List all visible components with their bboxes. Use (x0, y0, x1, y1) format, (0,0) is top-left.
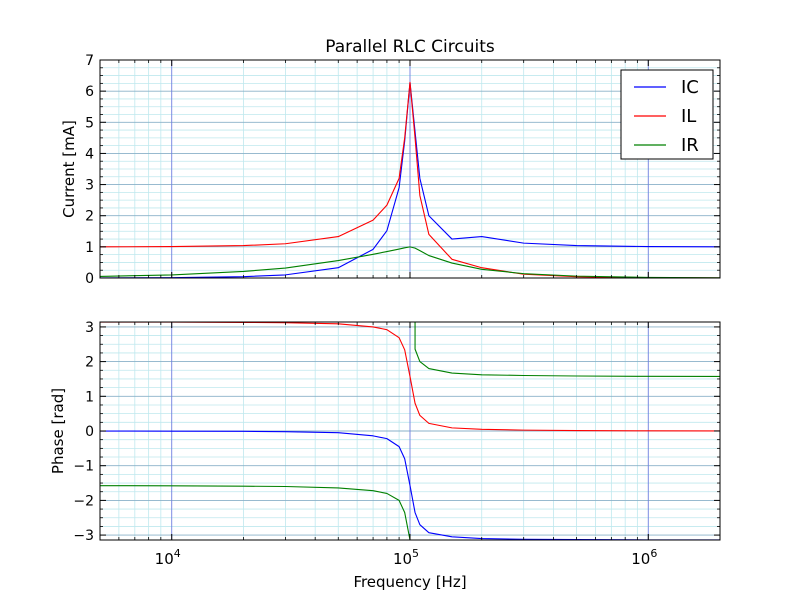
current-y-tick-label: 3 (85, 178, 94, 194)
phase-y-tick-label: −1 (73, 459, 94, 475)
legend: IC IL IR (620, 69, 714, 160)
phase-y-tick-label: −3 (73, 528, 94, 544)
current-series-il (99, 81, 721, 279)
x-tick-label-base: 10 (393, 550, 412, 568)
current-ticks: 0 1 2 3 4 5 6 7 (85, 53, 720, 287)
x-tick-label: 104 (155, 547, 181, 568)
current-series-ir (99, 246, 721, 279)
phase-y-axis-label: Phase [rad] (49, 388, 67, 474)
legend-ir-label: IR (681, 135, 699, 156)
x-tick-label: 105 (393, 547, 419, 568)
x-tick-label: 106 (631, 547, 657, 568)
x-axis-label: Frequency [Hz] (353, 573, 466, 591)
current-y-axis-label: Current [mA] (60, 120, 78, 218)
legend-il-label: IL (681, 106, 696, 127)
phase-series-ir (99, 322, 721, 541)
legend-ic-label: IC (681, 77, 699, 98)
current-y-tick-label: 1 (85, 240, 94, 256)
chart-title: Parallel RLC Circuits (325, 37, 495, 57)
x-tick-label-exponent: 5 (412, 547, 419, 560)
phase-y-tick-label: 2 (85, 355, 94, 371)
phase-y-tick-label: 1 (85, 389, 94, 405)
legend-box (620, 69, 714, 160)
current-axes: 0 1 2 3 4 5 6 7 Parallel RLC Circuits Current [… (60, 37, 721, 287)
current-y-tick-label: 0 (85, 271, 94, 287)
phase-y-tick-label: 3 (85, 320, 94, 336)
phase-y-tick-label: 0 (85, 424, 94, 440)
current-series (99, 81, 721, 279)
current-y-tick-label: 4 (85, 146, 94, 162)
x-tick-label-base: 10 (631, 550, 650, 568)
x-tick-label-exponent: 6 (650, 547, 657, 560)
current-grid (100, 59, 720, 279)
current-y-tick-label: 2 (85, 209, 94, 225)
current-y-tick-label: 6 (85, 84, 94, 100)
x-tick-label-exponent: 4 (174, 547, 181, 560)
current-y-tick-label: 5 (85, 115, 94, 131)
phase-y-tick-label: −2 (73, 493, 94, 509)
x-tick-label-base: 10 (155, 550, 174, 568)
current-y-tick-label: 7 (85, 53, 94, 69)
